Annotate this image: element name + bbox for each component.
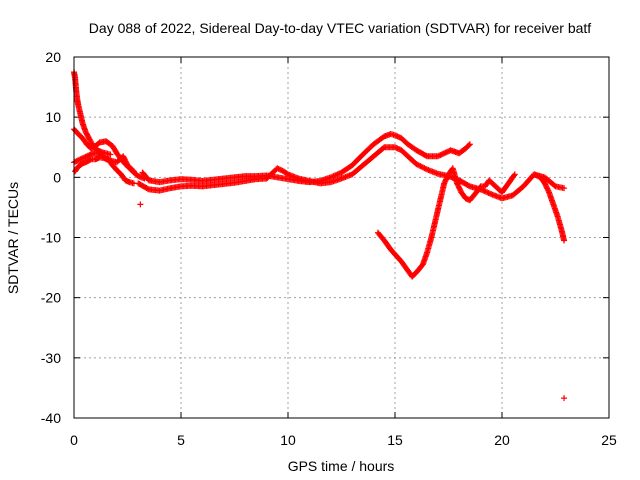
data-points bbox=[71, 69, 568, 402]
outlier-point bbox=[137, 201, 144, 208]
data-point bbox=[417, 163, 424, 170]
y-tick-label: 10 bbox=[45, 109, 61, 125]
data-point bbox=[335, 170, 342, 177]
data-point bbox=[333, 171, 340, 178]
data-point bbox=[422, 165, 429, 172]
y-tick-label: -30 bbox=[41, 350, 61, 366]
data-point bbox=[421, 165, 428, 172]
data-point bbox=[107, 151, 114, 158]
data-point bbox=[561, 185, 568, 192]
data-point bbox=[486, 190, 493, 197]
data-point bbox=[545, 188, 552, 195]
data-point bbox=[334, 171, 341, 178]
grid-lines bbox=[74, 57, 609, 418]
y-tick-label: -40 bbox=[41, 410, 61, 426]
outlier-point bbox=[561, 395, 568, 402]
data-point bbox=[129, 167, 136, 174]
y-tick-label: 0 bbox=[53, 169, 61, 185]
data-point bbox=[511, 172, 518, 179]
x-tick-label: 25 bbox=[601, 432, 617, 448]
x-axis-label: GPS time / hours bbox=[288, 458, 395, 474]
y-tick-label: -10 bbox=[41, 230, 61, 246]
plot-frame bbox=[73, 56, 610, 419]
data-point bbox=[418, 163, 425, 170]
y-tick-label: -20 bbox=[41, 290, 61, 306]
data-point bbox=[413, 161, 420, 168]
data-point bbox=[485, 189, 492, 196]
x-tick-label: 10 bbox=[280, 432, 296, 448]
y-axis-label: SDTVAR / TECUs bbox=[5, 182, 21, 294]
data-point bbox=[414, 161, 421, 168]
x-tick-label: 20 bbox=[494, 432, 510, 448]
data-point bbox=[327, 174, 334, 181]
x-tick-label: 15 bbox=[387, 432, 403, 448]
data-point bbox=[466, 141, 473, 148]
data-point bbox=[511, 171, 518, 178]
data-point bbox=[330, 173, 337, 180]
data-point bbox=[416, 162, 423, 169]
x-tick-label: 0 bbox=[70, 432, 78, 448]
data-point bbox=[130, 168, 137, 175]
x-tick-label: 5 bbox=[177, 432, 185, 448]
tick-labels: 0 5 10 15 20 25 -40 -30 -20 -10 0 10 20 bbox=[41, 49, 617, 448]
data-point bbox=[484, 189, 491, 196]
data-point bbox=[331, 172, 338, 179]
data-point bbox=[482, 188, 489, 195]
data-point bbox=[329, 173, 336, 180]
y-tick-label: 20 bbox=[45, 49, 61, 65]
chart-title: Day 088 of 2022, Sidereal Day-to-day VTE… bbox=[89, 20, 592, 36]
data-point bbox=[466, 142, 473, 149]
data-point bbox=[420, 164, 427, 171]
data-point bbox=[561, 237, 568, 244]
